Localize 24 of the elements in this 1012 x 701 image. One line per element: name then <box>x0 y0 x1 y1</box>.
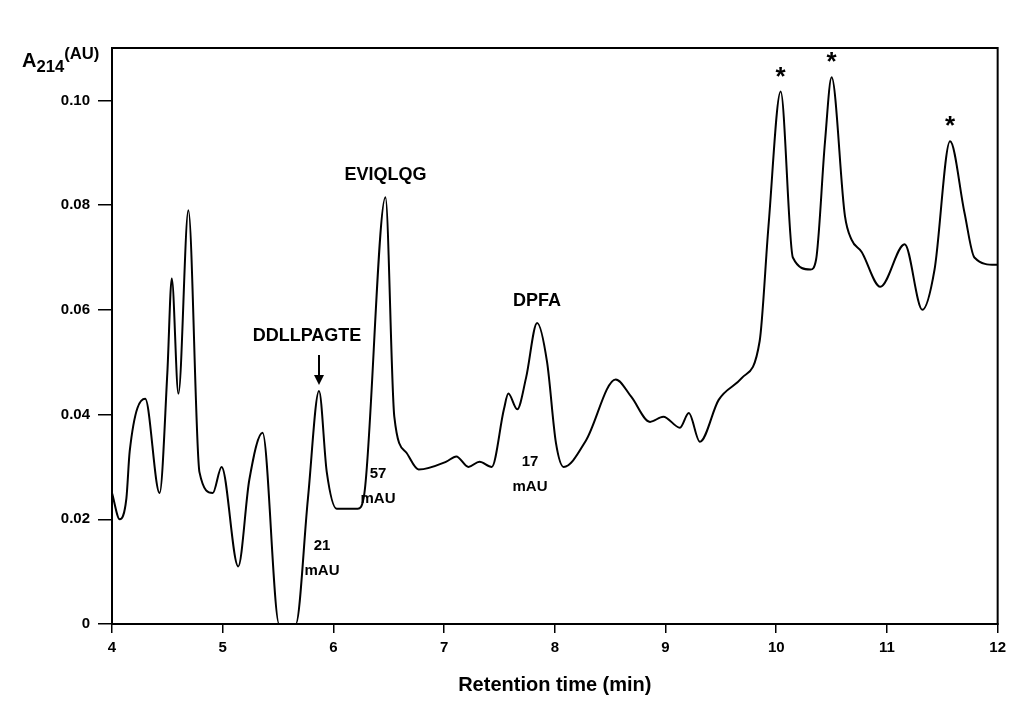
annotation: * <box>775 60 787 91</box>
x-tick-label: 9 <box>661 638 670 656</box>
annotation: DPFA <box>513 289 562 310</box>
annotation: 17 mAU <box>512 451 548 494</box>
x-tick-label: 10 <box>767 638 785 656</box>
x-tick-label: 6 <box>329 638 338 656</box>
annotation: 21 mAU <box>304 535 340 578</box>
x-axis-title: Retention time (min) <box>458 672 652 695</box>
y-tick-label: 0.06 <box>60 299 90 317</box>
annotation: EVIQLQG <box>344 164 427 185</box>
x-tick-label: 7 <box>439 638 449 656</box>
x-tick-label: 4 <box>107 638 117 656</box>
x-tick-label: 5 <box>218 638 227 656</box>
y-tick-label: 0.02 <box>60 509 90 527</box>
y-tick-label: 0.04 <box>60 404 91 422</box>
annotation: * <box>944 110 956 141</box>
annotation: DDLLPAGTE <box>252 324 362 345</box>
x-tick-label: 11 <box>879 638 895 656</box>
annotation: * <box>826 46 838 77</box>
x-tick-label: 8 <box>550 638 559 656</box>
y-tick-label: 0.10 <box>60 90 90 108</box>
y-tick-label: 0 <box>81 614 90 632</box>
x-tick-label: 12 <box>989 638 1006 656</box>
y-tick-label: 0.08 <box>60 195 90 213</box>
